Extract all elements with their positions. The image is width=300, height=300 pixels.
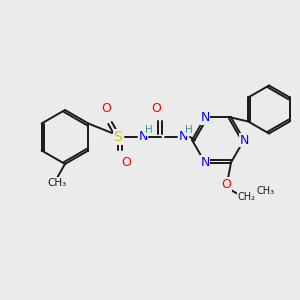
Text: CH₂: CH₂ xyxy=(237,191,255,202)
Text: N: N xyxy=(138,130,148,143)
Text: S: S xyxy=(114,130,122,144)
Text: N: N xyxy=(239,134,249,146)
Text: N: N xyxy=(178,130,188,143)
Text: O: O xyxy=(151,101,161,115)
Text: H: H xyxy=(145,125,153,135)
Text: O: O xyxy=(101,103,111,116)
Text: N: N xyxy=(200,111,210,124)
Text: CH₃: CH₃ xyxy=(47,178,67,188)
Text: H: H xyxy=(185,125,193,135)
Text: O: O xyxy=(221,178,231,191)
Text: N: N xyxy=(200,156,210,169)
Text: O: O xyxy=(121,155,131,169)
Text: CH₃: CH₃ xyxy=(257,185,275,196)
